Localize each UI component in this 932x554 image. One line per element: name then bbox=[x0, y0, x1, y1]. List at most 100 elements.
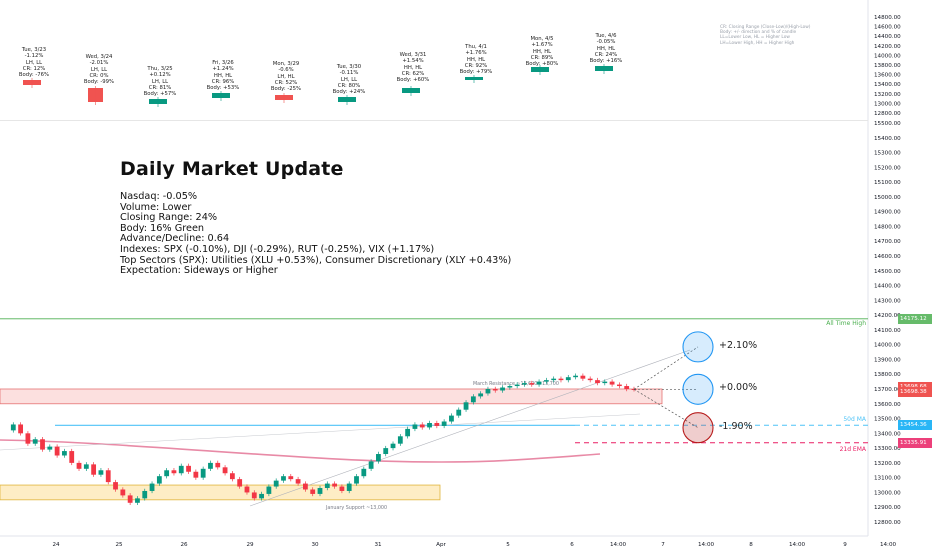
main-y-tick-label: 14300.00 bbox=[874, 298, 901, 304]
day-card-date: Wed, 3/24 bbox=[85, 54, 113, 60]
candle-body bbox=[222, 467, 228, 474]
day-card-structure: LH, HL bbox=[277, 73, 295, 80]
day-card-cr: CR: 0% bbox=[89, 72, 109, 79]
candle-body bbox=[215, 462, 221, 468]
candle-body bbox=[368, 461, 374, 469]
day-card-date: Tue, 3/30 bbox=[336, 64, 362, 70]
main-y-tick-label: 13200.00 bbox=[874, 461, 901, 467]
scenario-circle bbox=[682, 331, 714, 363]
x-tick-label: 31 bbox=[374, 542, 382, 548]
x-tick-label: 7 bbox=[661, 542, 665, 548]
day-card-change: -0.11% bbox=[339, 70, 359, 77]
day-card-structure: LH, LL bbox=[340, 76, 358, 83]
candle-body bbox=[397, 436, 403, 444]
day-card-change: +0.12% bbox=[149, 72, 171, 79]
day-card-cr: CR: 89% bbox=[530, 54, 554, 61]
day-card-structure: HH, HL bbox=[466, 56, 486, 63]
day-card-change: +1.67% bbox=[531, 42, 553, 49]
candle-body bbox=[193, 471, 199, 478]
legend-note-line: Body: +/- direction and % of candle bbox=[720, 30, 797, 36]
day-card-structure: LH, LL bbox=[90, 66, 108, 73]
day-card-cr: CR: 62% bbox=[401, 70, 425, 77]
day-card-body: Body: -99% bbox=[83, 79, 115, 86]
candle-body bbox=[83, 464, 89, 469]
candle-body bbox=[273, 480, 279, 487]
candle-body bbox=[602, 381, 608, 384]
day-summary-card: Mon, 4/5 +1.67% HH, HL CR: 89% Body: +80% bbox=[510, 36, 574, 67]
day-card-date: Tue, 3/23 bbox=[21, 47, 47, 53]
day-card-cr: CR: 81% bbox=[148, 84, 172, 91]
main-y-tick-label: 14900.00 bbox=[874, 210, 901, 216]
x-tick-label: Apr bbox=[436, 542, 446, 548]
day-card-date: Mon, 4/5 bbox=[530, 36, 554, 42]
candle-body bbox=[470, 396, 476, 403]
price-tag: 13335.91 bbox=[898, 437, 932, 448]
day-card-cr: CR: 12% bbox=[22, 65, 46, 72]
day-summary-card: Tue, 3/23 -1.12% LH, LL CR: 12% Body: -76% bbox=[2, 47, 66, 78]
candle-body bbox=[441, 421, 447, 426]
legend-note-line: LL=Lower Low, HL = Higher Low bbox=[720, 35, 790, 41]
day-card-change: +1.24% bbox=[212, 66, 234, 73]
candle-body bbox=[149, 483, 155, 491]
candle-body bbox=[229, 473, 235, 480]
support-zone bbox=[0, 484, 441, 501]
upper-y-tick-label: 14800.00 bbox=[874, 15, 901, 21]
candle-body bbox=[62, 451, 67, 456]
day-card-change: -0.6% bbox=[278, 67, 294, 74]
annotation-line: Nasdaq: -0.05% bbox=[120, 191, 198, 202]
candle-body bbox=[427, 422, 432, 428]
candle-body bbox=[624, 386, 630, 389]
candle-body bbox=[507, 386, 513, 388]
main-y-tick-label: 15200.00 bbox=[874, 165, 901, 171]
legend-note-line: LH=Lower High, HH = Higher High bbox=[720, 40, 795, 46]
main-y-tick-label: 14400.00 bbox=[874, 284, 901, 290]
main-y-tick-label: 15300.00 bbox=[874, 151, 901, 157]
trendline-upper bbox=[0, 413, 641, 451]
candle-body bbox=[595, 380, 600, 384]
main-y-tick-label: 14700.00 bbox=[874, 239, 901, 245]
x-tick-label: 30 bbox=[311, 542, 319, 548]
candle-body bbox=[587, 378, 593, 381]
candle-body bbox=[492, 389, 498, 391]
upper-y-tick-label: 14400.00 bbox=[874, 34, 901, 40]
day-card-date: Mon, 3/29 bbox=[272, 61, 300, 67]
scenario-label: -1.90% bbox=[719, 420, 753, 432]
day-card-cr: CR: 80% bbox=[337, 82, 361, 89]
main-y-tick-label: 15100.00 bbox=[874, 180, 901, 186]
main-y-tick-label: 13000.00 bbox=[874, 490, 901, 496]
upper-y-tick-label: 13200.00 bbox=[874, 92, 901, 98]
main-y-tick-label: 15000.00 bbox=[874, 195, 901, 201]
ema21-line bbox=[0, 439, 601, 463]
resistance-zone bbox=[0, 388, 663, 405]
upper-y-tick-label: 14600.00 bbox=[874, 25, 901, 31]
candle-body bbox=[47, 446, 53, 450]
main-y-tick-label: 12800.00 bbox=[874, 520, 901, 526]
day-card-body: Body: +53% bbox=[206, 85, 240, 92]
main-y-tick-label: 13700.00 bbox=[874, 387, 901, 393]
candle-body bbox=[565, 377, 571, 381]
candle-body bbox=[164, 470, 170, 477]
candle-body bbox=[10, 424, 16, 431]
scenario-label: +2.10% bbox=[719, 339, 758, 351]
day-card-body: Body: +57% bbox=[143, 91, 177, 98]
x-tick-label: 6 bbox=[570, 542, 574, 548]
candle-body bbox=[127, 495, 133, 503]
day-card-date: Thu, 4/1 bbox=[465, 44, 487, 50]
resistance-zone-label: March Resistance ~13,600 - 13,700 bbox=[473, 381, 559, 387]
upper-y-tick-label: 13600.00 bbox=[874, 73, 901, 79]
day-card-date: Fri, 3/26 bbox=[212, 60, 234, 66]
x-tick-label: 26 bbox=[180, 542, 188, 548]
candle-body bbox=[536, 381, 542, 385]
candle-body bbox=[266, 486, 272, 494]
day-card-structure: LH, LL bbox=[151, 78, 169, 85]
day-card-change: -0.05% bbox=[596, 39, 616, 46]
price-tag: 13698.38 bbox=[898, 386, 932, 397]
candle-body bbox=[69, 451, 75, 463]
main-y-tick-label: 14800.00 bbox=[874, 224, 901, 230]
day-summary-card: Tue, 3/30 -0.11% LH, LL CR: 80% Body: +24% bbox=[317, 64, 381, 95]
main-y-tick-label: 13900.00 bbox=[874, 357, 901, 363]
reference-line-label: 50d MA bbox=[843, 416, 866, 424]
annotation-block: Daily Market Update Nasdaq: -0.05% Volume… bbox=[120, 158, 511, 277]
day-card-structure: HH, HL bbox=[596, 45, 616, 52]
